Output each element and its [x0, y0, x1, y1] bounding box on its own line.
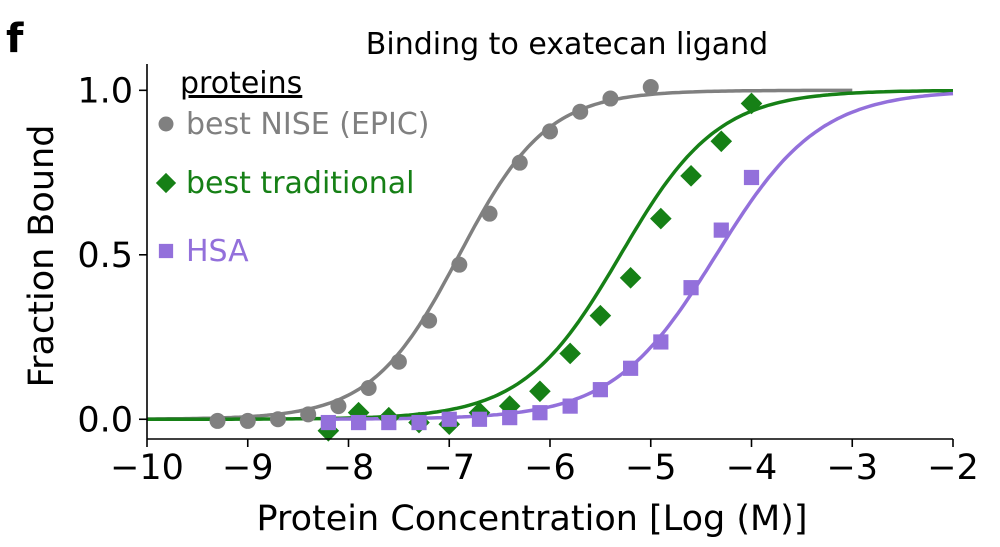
x-tick-label: −4 [726, 448, 778, 488]
legend-marker-circle [158, 116, 174, 132]
data-point-square [562, 398, 578, 414]
data-point-diamond [680, 165, 702, 187]
legend-title: proteins [180, 66, 302, 101]
legend-marker-diamond [155, 172, 177, 194]
data-point-diamond [589, 304, 612, 327]
panel-label: f [6, 16, 24, 62]
x-tick-label: −8 [323, 448, 375, 488]
x-tick-label: −3 [826, 448, 878, 488]
x-tick-label: −5 [625, 448, 677, 488]
data-points [209, 79, 763, 442]
data-point-square [683, 280, 699, 296]
data-point-diamond [710, 130, 733, 153]
data-point-circle [511, 154, 528, 171]
data-point-square [653, 334, 669, 350]
data-point-square [411, 414, 427, 431]
data-point-circle [390, 353, 407, 370]
data-point-circle [360, 380, 377, 397]
x-tick-label: −7 [423, 448, 475, 488]
data-point-circle [421, 312, 438, 329]
legend: proteins best NISE (EPIC) best traditiona… [155, 66, 430, 269]
y-tick-label: 0.5 [77, 236, 133, 276]
legend-label: HSA [186, 234, 249, 269]
x-tick-label: −10 [110, 448, 184, 488]
data-point-diamond [740, 92, 763, 115]
data-point-circle [542, 123, 558, 140]
data-point-circle [602, 90, 619, 107]
y-axis-label: Fraction Bound [22, 125, 62, 388]
x-tick-label: −2 [927, 448, 979, 488]
legend-entries: best NISE (EPIC) best traditional HSA [155, 107, 430, 269]
data-point-circle [642, 79, 659, 96]
data-point-square [623, 360, 639, 376]
data-point-circle [239, 412, 256, 429]
y-ticks: 0.0 0.5 1.0 [77, 71, 147, 440]
data-point-circle [451, 256, 468, 273]
x-axis-label: Protein Concentration [Log (M)] [257, 499, 808, 539]
data-point-circle [572, 103, 589, 120]
data-point-diamond [619, 267, 642, 289]
data-point-diamond [650, 207, 672, 230]
fit-curve-3 [328, 91, 954, 421]
data-point-square [350, 414, 367, 431]
data-point-circle [330, 398, 347, 415]
chart-title: Binding to exatecan ligand [366, 27, 768, 62]
data-point-circle [269, 411, 286, 428]
legend-label: best traditional [186, 166, 414, 201]
data-point-square [592, 382, 608, 398]
data-point-circle [481, 205, 498, 222]
data-point-diamond [347, 401, 370, 424]
x-tick-label: −9 [222, 448, 274, 488]
data-point-square [502, 410, 518, 426]
y-tick-label: 0.0 [77, 400, 133, 440]
data-point-square [713, 222, 729, 238]
data-point-circle [300, 406, 317, 423]
data-point-square [381, 414, 397, 431]
x-tick-label: −6 [524, 448, 576, 488]
x-ticks: −10 −9 −8 −7 −6 −5 −4 −3 −2 [110, 439, 979, 488]
data-point-diamond [559, 342, 581, 365]
legend-marker-square [158, 243, 174, 259]
data-point-circle [209, 412, 226, 429]
y-tick-label: 1.0 [77, 71, 133, 111]
data-point-square [532, 405, 548, 421]
data-point-square [743, 169, 760, 186]
data-point-diamond [529, 380, 551, 403]
data-point-square [471, 411, 488, 427]
data-point-square [441, 411, 457, 427]
legend-label: best NISE (EPIC) [186, 107, 430, 142]
fit-curve-1 [147, 88, 853, 421]
data-point-square [320, 414, 336, 431]
